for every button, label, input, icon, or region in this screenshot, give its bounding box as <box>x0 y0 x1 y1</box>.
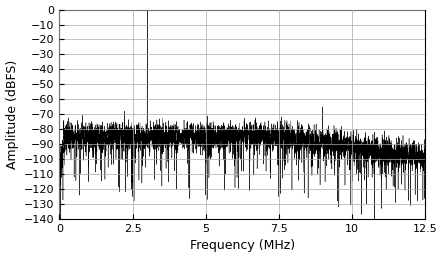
Y-axis label: Amplitude (dBFS): Amplitude (dBFS) <box>6 60 19 169</box>
X-axis label: Frequency (MHz): Frequency (MHz) <box>190 239 295 252</box>
